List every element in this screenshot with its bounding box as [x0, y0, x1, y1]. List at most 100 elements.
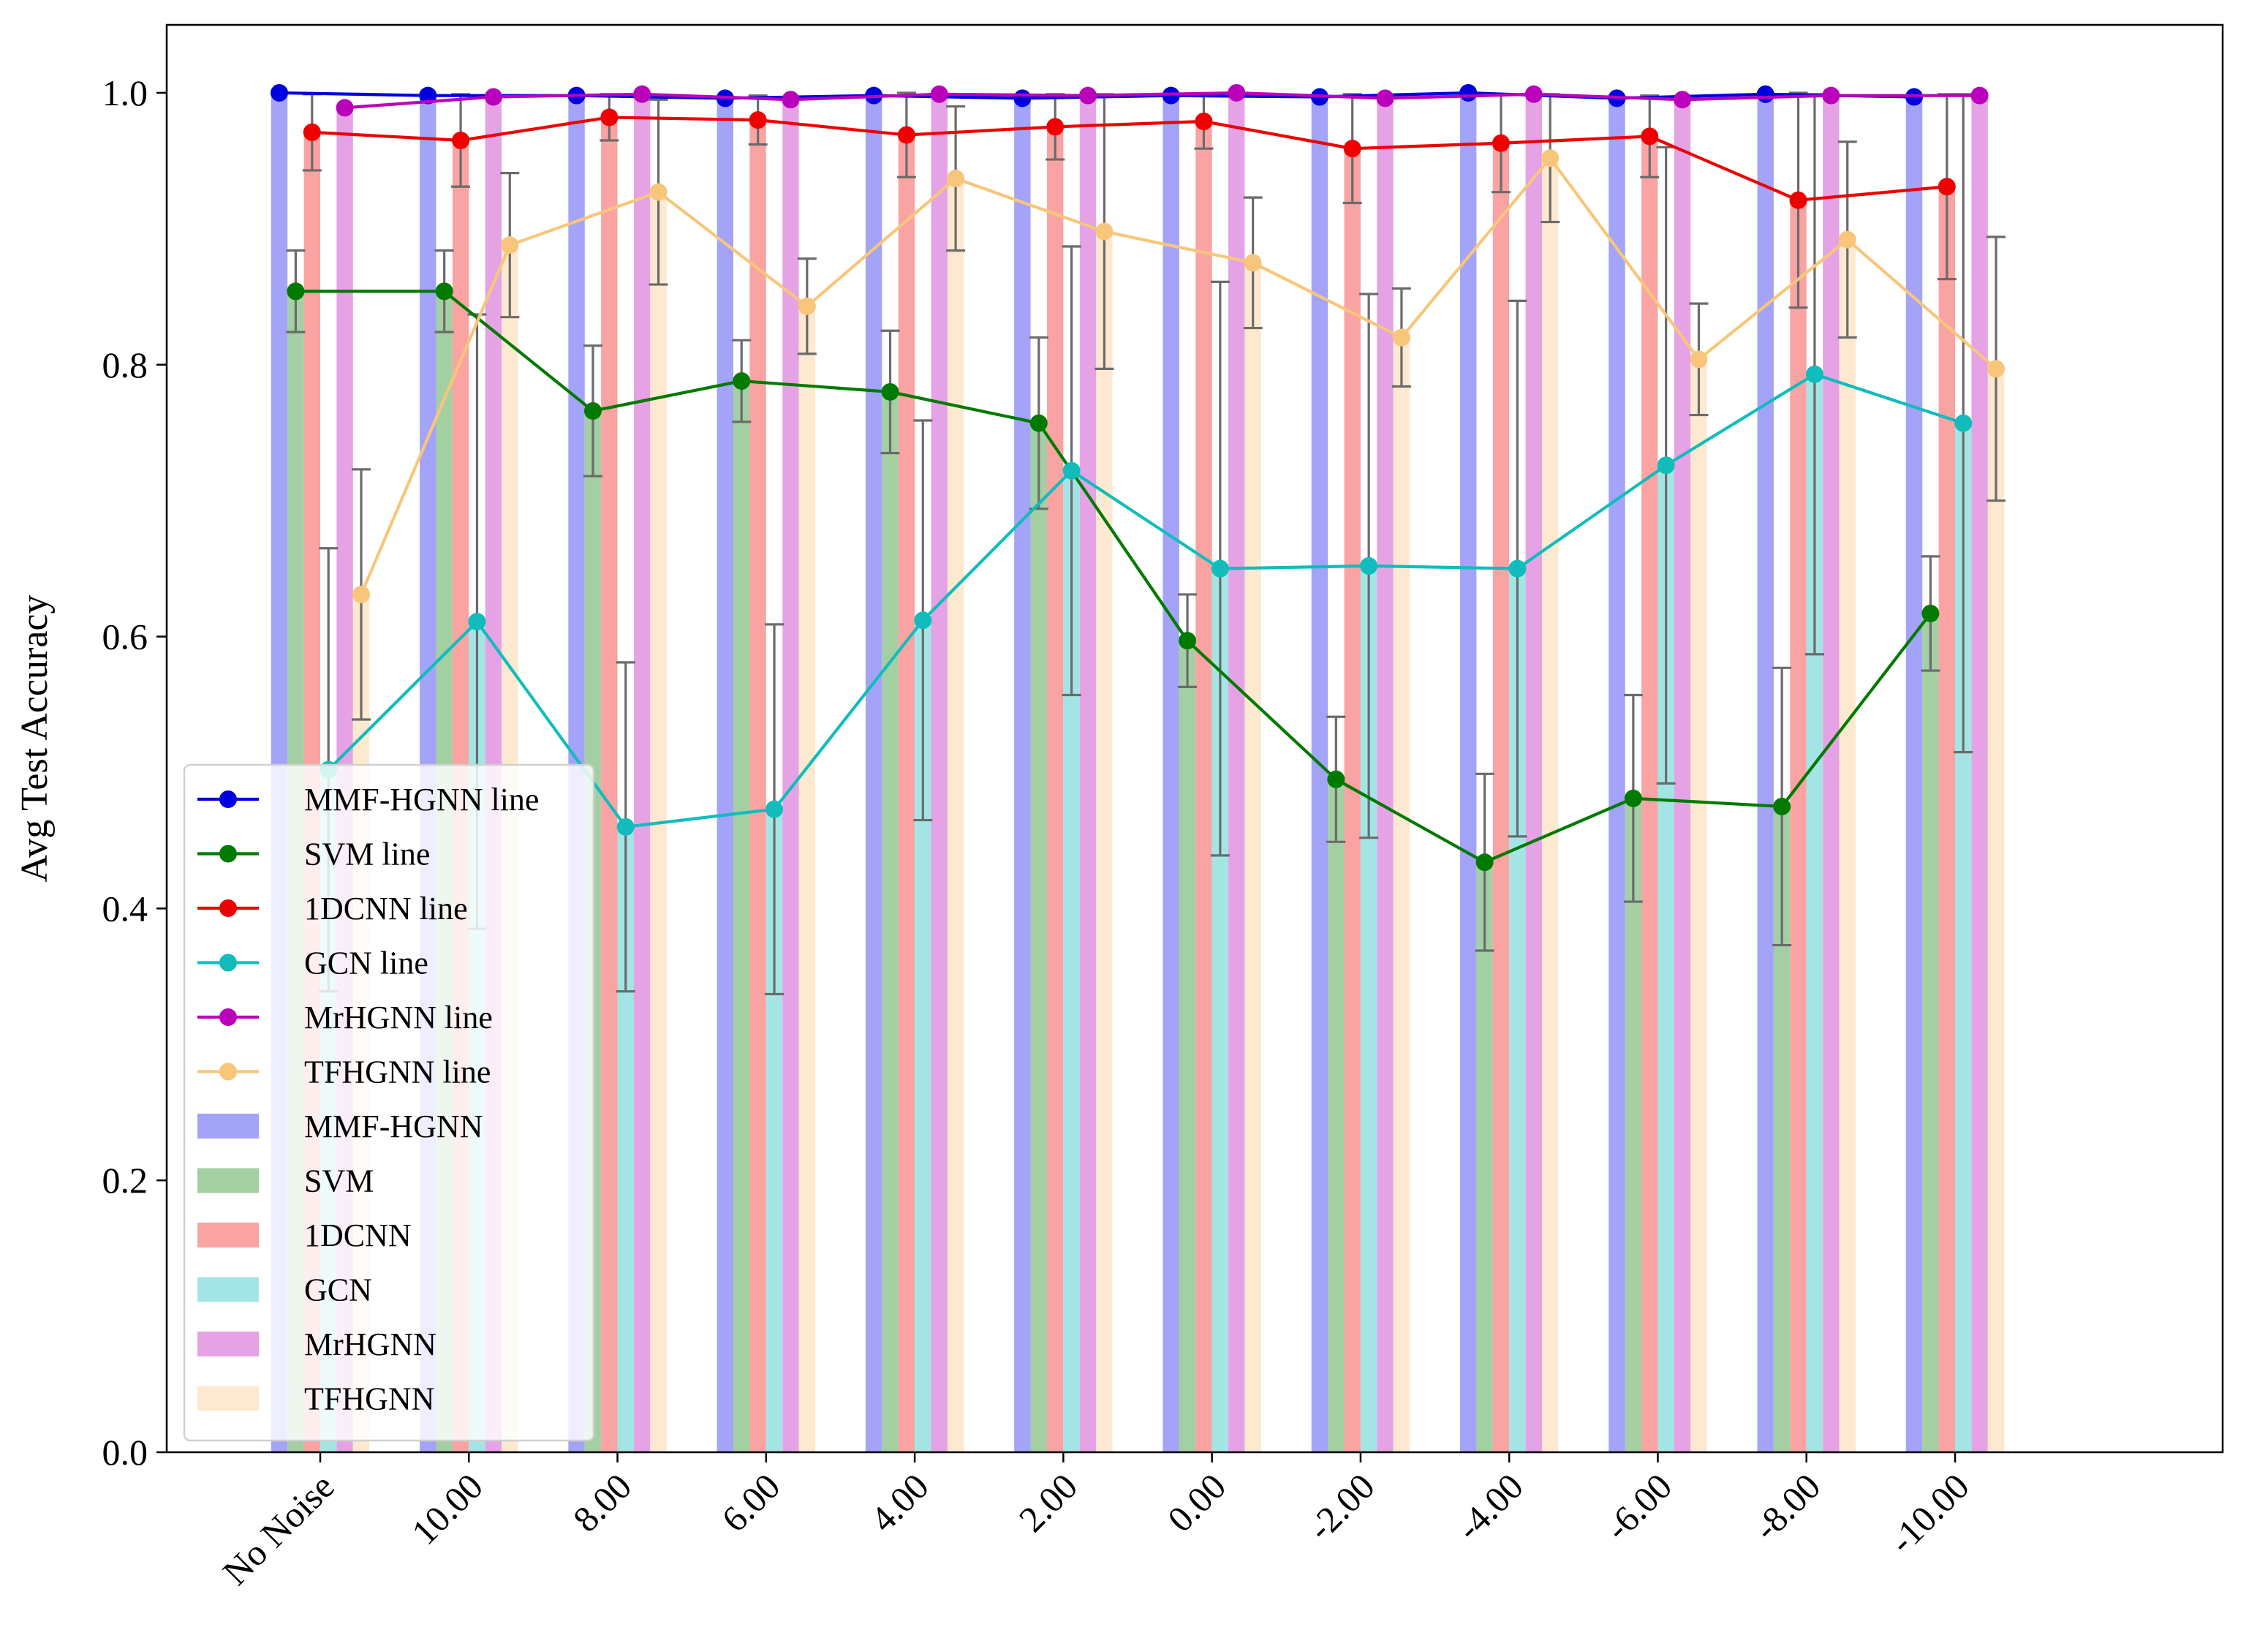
- point-1dcnn-4: [897, 126, 915, 144]
- bar-tfhgnn-4: [947, 178, 964, 1452]
- point-gcn-8: [1508, 559, 1527, 578]
- legend-label: SVM line: [304, 837, 430, 872]
- bar-mmf-hgnn-4: [865, 95, 882, 1452]
- plot-area: [271, 83, 2006, 1453]
- point-tfhgnn-4: [947, 170, 965, 188]
- legend-marker-tfhgnn: [219, 1062, 237, 1081]
- bar-tfhgnn-6: [1244, 263, 1261, 1453]
- point-tfhgnn-10: [1838, 230, 1856, 249]
- legend-label: GCN line: [304, 945, 428, 981]
- point-tfhgnn-1: [501, 236, 519, 254]
- bar-1dcnn-11: [1938, 186, 1955, 1453]
- point-mrhgnn-2: [633, 85, 651, 103]
- bar-gcn-10: [1806, 374, 1823, 1452]
- point-1dcnn-8: [1492, 134, 1510, 152]
- legend-box: [183, 763, 595, 1442]
- legend-label: MrHGNN line: [304, 1000, 493, 1035]
- point-mmf-hgnn-8: [1459, 83, 1478, 102]
- bar-tfhgnn-3: [798, 306, 816, 1452]
- point-tfhgnn-8: [1541, 149, 1560, 167]
- y-tick-label: 0.4: [102, 888, 148, 929]
- bar-1dcnn-8: [1492, 143, 1510, 1453]
- legend-patch-mmf-hgnn: [197, 1114, 259, 1139]
- point-mrhgnn-1: [484, 88, 502, 106]
- y-tick-label: 0.6: [102, 616, 148, 657]
- point-gcn-3: [766, 800, 784, 818]
- point-svm-4: [881, 382, 899, 401]
- bar-mmf-hgnn-3: [717, 98, 734, 1452]
- bar-mmf-hgnn-6: [1163, 95, 1179, 1452]
- point-gcn-4: [914, 611, 932, 630]
- point-gcn-7: [1360, 556, 1378, 575]
- point-tfhgnn-3: [798, 297, 816, 315]
- point-gcn-10: [1805, 365, 1823, 383]
- bar-gcn-2: [617, 826, 634, 1452]
- point-svm-5: [1029, 414, 1048, 432]
- point-mrhgnn-5: [1078, 86, 1097, 105]
- bar-mmf-hgnn-9: [1609, 98, 1625, 1452]
- point-1dcnn-10: [1789, 191, 1807, 209]
- point-1dcnn-9: [1641, 127, 1659, 146]
- bar-svm-11: [1922, 613, 1939, 1452]
- point-gcn-11: [1954, 414, 1973, 432]
- point-mrhgnn-6: [1228, 83, 1246, 102]
- legend-marker-mmf-hgnn: [219, 790, 237, 808]
- bar-1dcnn-6: [1195, 121, 1212, 1453]
- legend-label: GCN: [304, 1272, 372, 1308]
- bar-mrhgnn-9: [1674, 99, 1691, 1452]
- bar-mmf-hgnn-5: [1014, 98, 1031, 1452]
- legend-label: MrHGNN: [304, 1326, 436, 1362]
- bar-svm-10: [1773, 806, 1791, 1452]
- bar-mrhgnn-2: [633, 94, 651, 1452]
- point-tfhgnn-7: [1392, 328, 1410, 347]
- bar-svm-9: [1625, 798, 1642, 1452]
- series-line-gcn: [327, 372, 1964, 828]
- point-1dcnn-0: [303, 123, 321, 141]
- legend-marker-mrhgnn: [219, 1008, 237, 1026]
- legend-patch-gcn: [197, 1277, 259, 1302]
- point-mrhgnn-9: [1674, 91, 1692, 109]
- bar-mrhgnn-4: [931, 94, 948, 1452]
- point-gcn-6: [1211, 559, 1229, 578]
- point-tfhgnn-5: [1095, 222, 1114, 241]
- y-axis-title: Avg Test Accuracy: [14, 595, 56, 883]
- point-gcn-9: [1657, 456, 1675, 475]
- point-svm-11: [1921, 604, 1940, 622]
- point-gcn-1: [468, 613, 486, 631]
- bar-1dcnn-10: [1790, 200, 1807, 1452]
- bar-tfhgnn-10: [1839, 239, 1856, 1453]
- bar-svm-7: [1328, 779, 1345, 1452]
- legend-marker-1dcnn: [219, 899, 237, 917]
- point-mrhgnn-3: [782, 91, 800, 109]
- point-tfhgnn-0: [352, 585, 370, 603]
- bar-mrhgnn-11: [1971, 95, 1988, 1452]
- point-1dcnn-6: [1195, 112, 1213, 130]
- plot-frame: [165, 23, 2224, 1454]
- point-1dcnn-5: [1046, 118, 1065, 136]
- series-line-1dcnn: [311, 116, 1947, 202]
- legend-patch-svm: [197, 1168, 259, 1193]
- bar-gcn-11: [1955, 423, 1972, 1453]
- legend-label: SVM: [304, 1163, 374, 1199]
- bar-tfhgnn-5: [1096, 231, 1113, 1453]
- legend-label: 1DCNN line: [304, 891, 468, 926]
- bar-gcn-8: [1509, 568, 1526, 1452]
- y-tick-label: 1.0: [102, 72, 148, 113]
- point-mrhgnn-4: [930, 85, 948, 103]
- point-mmf-hgnn-10: [1756, 85, 1774, 103]
- legend-patch-tfhgnn: [197, 1386, 259, 1411]
- legend-label: TFHGNN: [304, 1381, 434, 1417]
- bar-1dcnn-4: [898, 135, 915, 1453]
- point-gcn-5: [1062, 461, 1081, 480]
- bar-gcn-6: [1212, 568, 1229, 1452]
- bar-tfhgnn-7: [1393, 337, 1410, 1453]
- bar-svm-3: [733, 381, 750, 1452]
- point-mrhgnn-11: [1970, 86, 1989, 105]
- point-1dcnn-1: [452, 132, 470, 150]
- series-line-mrhgnn: [344, 91, 1980, 110]
- series-line-tfhgnn: [360, 156, 1997, 595]
- point-svm-10: [1773, 797, 1791, 815]
- point-tfhgnn-6: [1244, 254, 1262, 272]
- bar-tfhgnn-8: [1541, 158, 1559, 1453]
